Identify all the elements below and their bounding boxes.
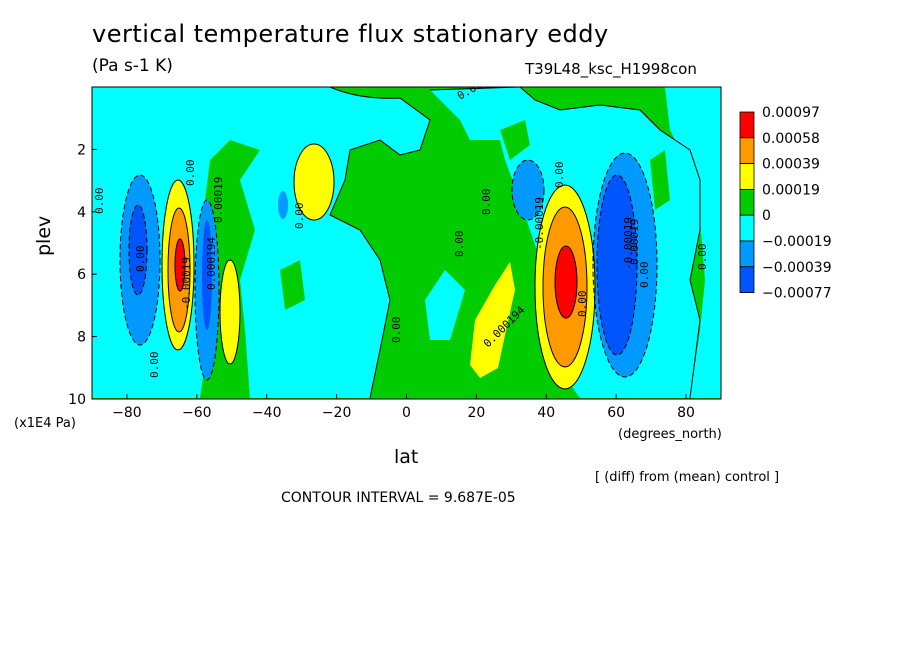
red-region (555, 246, 577, 318)
blue-region (597, 175, 637, 355)
contour-label: 0.00 (293, 203, 306, 230)
x-tick-label: −80 (112, 405, 142, 421)
legend-swatch (739, 137, 755, 165)
contour-label: 0.00 (453, 231, 466, 258)
blue-region (129, 205, 147, 295)
legend-swatch (739, 214, 755, 242)
contour-field: 0.000.000.00-0.00019 0.0001940.000190.000… (92, 87, 721, 399)
chart-units: (Pa s-1 K) (92, 56, 173, 76)
legend-label: 0 (762, 208, 771, 224)
contour-line (429, 87, 701, 399)
contour-label: 0.00 (576, 291, 589, 318)
x-axis-unit: (degrees_north) (618, 427, 722, 442)
x-tick-label: 40 (537, 405, 555, 421)
legend-label: −0.00039 (762, 260, 832, 276)
x-tick-label: 80 (677, 405, 695, 421)
contour-line (92, 87, 431, 399)
contour-label: 0.00 (638, 262, 651, 289)
dashed-contour (596, 174, 638, 356)
legend-label: 0.00058 (762, 131, 820, 147)
legend-label: 0.00019 (762, 182, 820, 198)
contour-label: 0.00 (390, 317, 403, 344)
dashed-contour (592, 152, 658, 378)
cyan-region (300, 310, 360, 398)
contour-line (554, 245, 578, 319)
contour-line (167, 207, 191, 333)
y-axis-unit: (x1E4 Pa) (14, 416, 76, 431)
dashed-contour (511, 159, 545, 221)
contour-label: 0.00019 (628, 219, 641, 265)
x-tick-label: 60 (607, 405, 625, 421)
contour-label: -0.00019 (180, 257, 193, 310)
contour-line (534, 184, 596, 390)
mid-blue-region (278, 191, 288, 219)
yellow-region (220, 260, 240, 364)
contour-label: 0.00 (93, 188, 106, 215)
y-tick-label: 6 (77, 267, 86, 283)
x-tick-label: −40 (252, 405, 282, 421)
contour-label: 0.00019 (212, 177, 225, 223)
contour-line (219, 259, 241, 365)
dashed-contour (128, 204, 148, 296)
contour-line (293, 143, 335, 221)
contour-label: 0.00 (184, 160, 197, 187)
legend-swatch (739, 111, 755, 139)
green-patch (280, 260, 305, 310)
contour-label: -0.00019 (533, 197, 546, 250)
contour-line (174, 238, 186, 292)
y-axis-label: plev (33, 215, 55, 256)
contour-label: 0.00 (553, 162, 566, 189)
y-tick-label: 2 (77, 142, 86, 158)
contour-interval: CONTOUR INTERVAL = 9.687E-05 (281, 490, 516, 506)
contour-line (542, 206, 588, 368)
green-patch (650, 150, 670, 210)
diff-note: [ (diff) from (mean) control ] (595, 470, 780, 485)
x-tick-label: 0 (402, 405, 411, 421)
contour-label: 0.000194 (205, 237, 218, 290)
yellow-region (294, 144, 334, 220)
contour-label: 0.00 (696, 244, 709, 271)
y-tick-label: 4 (77, 205, 86, 221)
y-tick-label: 8 (77, 330, 86, 346)
green-patch (500, 120, 530, 160)
yellow-region (470, 262, 515, 378)
x-tick-label: −60 (182, 405, 212, 421)
legend-label: 0.00097 (762, 105, 820, 121)
legend-label: −0.00077 (762, 286, 832, 302)
cyan-region (425, 270, 465, 340)
contour-line (161, 179, 195, 351)
x-tick-label: 20 (467, 405, 485, 421)
contour-label: 0.00 (134, 246, 147, 273)
x-tick-label: −20 (322, 405, 352, 421)
red-region (175, 239, 185, 291)
legend-swatch (739, 266, 755, 293)
dashed-contour (194, 199, 220, 381)
chart-title: vertical temperature flux stationary edd… (92, 20, 609, 48)
legend-label: 0.00039 (762, 157, 820, 173)
contour-label: 0.00 (148, 352, 161, 379)
run-name: T39L48_ksc_H1998con (525, 60, 697, 78)
legend-label: −0.00019 (762, 234, 832, 250)
dashed-contour (119, 174, 161, 346)
mid-blue-region (512, 160, 544, 220)
contour-label: -0.00019 (622, 217, 635, 270)
legend-swatch (739, 240, 755, 268)
cyan-region (665, 87, 721, 398)
legend-swatch (739, 163, 755, 190)
blue-region (202, 220, 212, 330)
x-axis-label: lat (394, 446, 419, 468)
y-tick-label: 10 (68, 392, 86, 408)
contour-label: 0.00 (480, 189, 493, 216)
legend-swatch (739, 188, 755, 216)
